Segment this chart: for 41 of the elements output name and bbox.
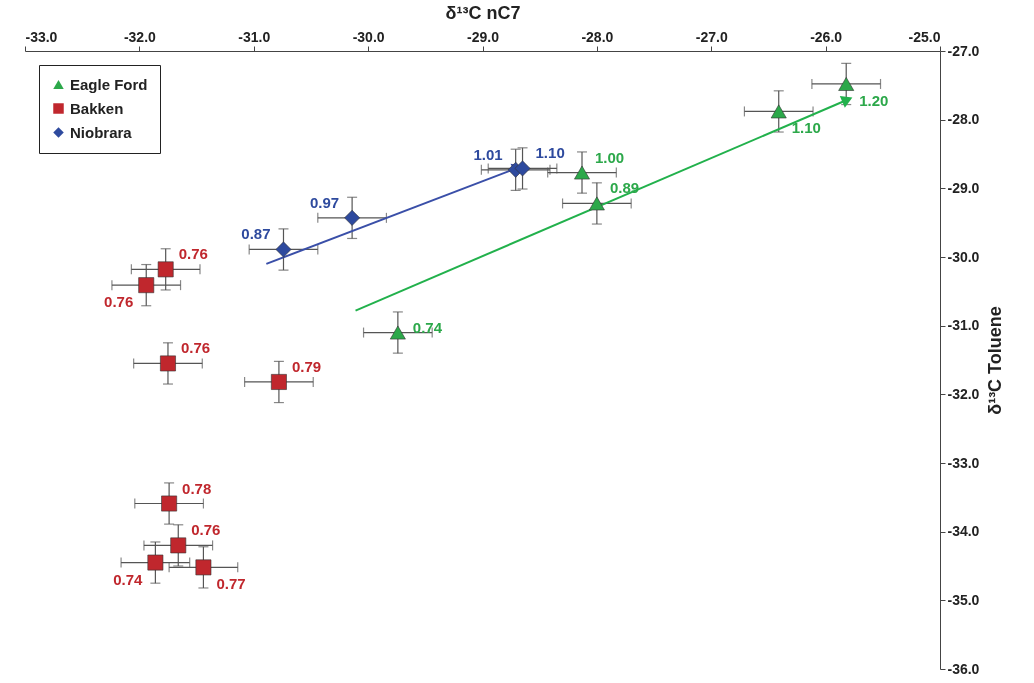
x-tick-label: -30.0 xyxy=(352,28,385,45)
annotation: 0.87 xyxy=(241,225,271,243)
x-tick-label: -32.0 xyxy=(123,28,157,45)
annotation: 0.79 xyxy=(291,357,322,375)
x-tick-label: -28.0 xyxy=(581,28,614,45)
annotation: 0.77 xyxy=(216,575,246,593)
y-axis-title: δ¹³C Toluene xyxy=(985,306,1006,415)
legend-label: Niobrara xyxy=(70,123,133,141)
annotation: 0.76 xyxy=(191,521,221,539)
annotation: 1.00 xyxy=(595,148,625,166)
annotation: 0.76 xyxy=(104,293,134,311)
y-tick-label: -33.0 xyxy=(947,454,980,471)
x-tick-label: -25.0 xyxy=(908,28,941,45)
y-tick-label: -31.0 xyxy=(947,317,980,334)
y-tick-label: -29.0 xyxy=(947,179,980,196)
x-axis-title: δ¹³C nC7 xyxy=(445,2,521,23)
annotation: 0.76 xyxy=(178,245,208,263)
x-tick-label: -29.0 xyxy=(467,28,500,45)
legend-label: Eagle Ford xyxy=(70,75,148,93)
y-tick-label: -35.0 xyxy=(947,591,980,608)
y-tick-label: -30.0 xyxy=(947,248,980,265)
annotation: 1.20 xyxy=(859,91,889,109)
x-tick-label: -33.0 xyxy=(25,28,58,45)
annotation: 1.01 xyxy=(473,145,503,163)
y-tick-label: -27.0 xyxy=(947,42,980,59)
y-tick-label: -36.0 xyxy=(947,660,980,677)
x-tick-label: -26.0 xyxy=(810,28,843,45)
y-tick-label: -34.0 xyxy=(947,523,980,540)
y-tick-label: -32.0 xyxy=(947,385,980,402)
y-tick-label: -28.0 xyxy=(947,111,980,128)
annotation: 0.74 xyxy=(412,318,443,336)
x-tick-label: -31.0 xyxy=(238,28,271,45)
annotation: 1.10 xyxy=(791,119,821,137)
legend-label: Bakken xyxy=(70,99,124,117)
annotation: 0.74 xyxy=(113,570,144,588)
annotation: 0.89 xyxy=(609,179,640,197)
annotation: 0.97 xyxy=(309,193,340,211)
annotation: 1.10 xyxy=(535,144,565,162)
annotation: 0.78 xyxy=(182,479,212,497)
annotation: 0.76 xyxy=(180,339,211,357)
x-tick-label: -27.0 xyxy=(695,28,728,45)
